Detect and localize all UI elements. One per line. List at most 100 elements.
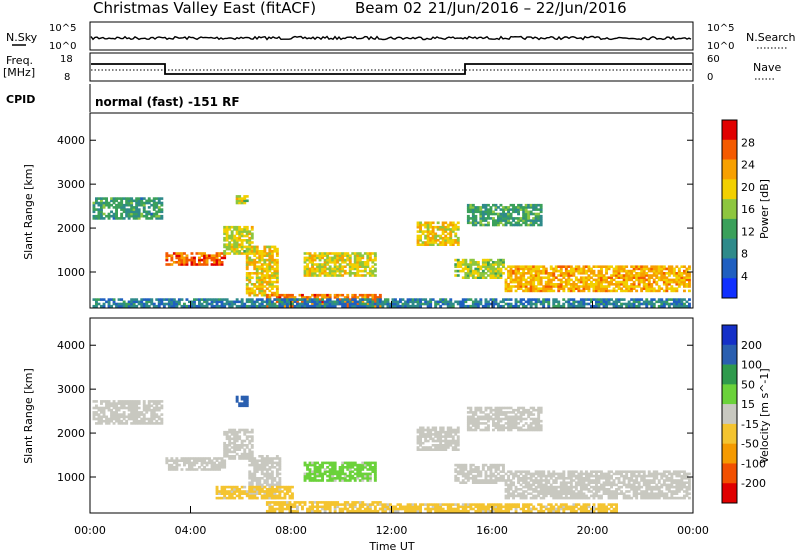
heatmap-cell: [331, 258, 335, 262]
heatmap-cell: [487, 210, 490, 214]
heatmap-cell: [529, 426, 533, 430]
heatmap-cell: [582, 269, 586, 273]
heatmap-cell: [494, 223, 498, 227]
heatmap-cell: [155, 408, 159, 412]
heatmap-cell: [449, 243, 453, 246]
heatmap-cell: [524, 479, 528, 482]
heatmap-cell: [416, 230, 420, 233]
heatmap-cell: [605, 304, 608, 308]
heatmap-cell: [248, 274, 252, 277]
heatmap-cell: [466, 206, 470, 209]
heatmap-cell: [497, 428, 500, 432]
heatmap-cell: [321, 507, 324, 511]
heatmap-cell: [537, 265, 541, 268]
heatmap-cell: [318, 274, 322, 277]
heatmap-cell: [230, 494, 234, 498]
heatmap-cell: [569, 488, 573, 491]
heatmap-cell: [275, 291, 279, 295]
heatmap-cell: [421, 446, 425, 449]
heatmap-cell: [564, 496, 568, 500]
heatmap-cell: [328, 293, 332, 297]
heatmap-cell: [489, 276, 493, 279]
heatmap-cell: [524, 477, 528, 480]
heatmap-cell: [245, 457, 249, 460]
heatmap-cell: [532, 206, 536, 209]
heatmap-cell: [632, 267, 636, 271]
heatmap-cell: [255, 461, 259, 465]
heatmap-cell: [280, 507, 284, 511]
heatmap-cell: [504, 298, 508, 301]
heatmap-cell: [278, 492, 282, 495]
heatmap-cell: [220, 496, 224, 500]
heatmap-cell: [602, 302, 606, 306]
heatmap-cell: [517, 428, 520, 432]
heatmap-cell: [260, 490, 264, 493]
heatmap-cell: [373, 269, 377, 273]
heatmap-cell: [203, 461, 206, 465]
heatmap-cell: [228, 450, 232, 454]
heatmap-cell: [552, 472, 556, 476]
heatmap-cell: [235, 494, 239, 498]
heatmap-cell: [238, 234, 242, 238]
heatmap-cell: [476, 265, 480, 268]
heatmap-cell: [145, 408, 149, 412]
heatmap-cell: [198, 302, 201, 306]
heatmap-cell: [471, 276, 475, 279]
heatmap-cell: [582, 289, 586, 293]
heatmap-cell: [539, 428, 543, 432]
heatmap-cell: [585, 280, 588, 284]
heatmap-cell: [303, 267, 307, 271]
heatmap-cell: [564, 283, 568, 286]
heatmap-cell: [650, 269, 654, 273]
heatmap-cell: [494, 206, 498, 209]
heatmap-cell: [612, 283, 616, 286]
heatmap-cell: [562, 496, 566, 500]
heatmap-cell: [273, 488, 277, 491]
heatmap-cell: [655, 265, 659, 268]
heatmap-cell: [680, 278, 684, 282]
heatmap-cell: [250, 298, 254, 301]
heatmap-cell: [497, 415, 500, 419]
heatmap-cell: [331, 503, 335, 506]
heatmap-cell: [353, 505, 357, 509]
heatmap-cell: [655, 272, 659, 275]
heatmap-cell: [474, 413, 478, 416]
heatmap-cell: [308, 463, 312, 467]
heatmap-cell: [346, 256, 350, 260]
heatmap-cell: [225, 300, 229, 304]
heatmap-cell: [265, 470, 269, 473]
heatmap-cell: [602, 300, 606, 304]
heatmap-cell: [255, 488, 259, 491]
heatmap-cell: [459, 300, 463, 304]
heatmap-cell: [429, 433, 433, 436]
heatmap-cell: [514, 415, 518, 419]
heatmap-cell: [235, 195, 239, 198]
heatmap-cell: [524, 267, 528, 271]
heatmap-cell: [240, 245, 244, 249]
heatmap-cell: [534, 477, 538, 480]
heatmap-cell: [680, 272, 684, 275]
heatmap-cell: [489, 274, 493, 277]
heatmap-cell: [260, 293, 264, 297]
heatmap-cell: [640, 298, 644, 301]
heatmap-cell: [537, 289, 541, 293]
heatmap-cell: [253, 468, 257, 471]
heatmap-cell: [441, 239, 445, 242]
heatmap-cell: [243, 234, 247, 238]
heatmap-cell: [675, 298, 679, 301]
heatmap-cell: [228, 234, 232, 238]
heatmap-cell: [617, 283, 621, 286]
heatmap-cell: [112, 212, 116, 216]
heatmap-cell: [494, 479, 498, 482]
heatmap-cell: [559, 483, 563, 487]
heatmap-cell: [514, 304, 518, 308]
heatmap-cell: [484, 212, 488, 216]
heatmap-cell: [275, 252, 279, 255]
heatmap-cell: [255, 468, 259, 471]
heatmap-cell: [522, 492, 526, 495]
heatmap-cell: [549, 477, 553, 480]
heatmap-cell: [517, 415, 520, 419]
heatmap-cell: [326, 302, 330, 306]
heatmap-cell: [476, 417, 480, 421]
heatmap-cell: [175, 461, 179, 465]
